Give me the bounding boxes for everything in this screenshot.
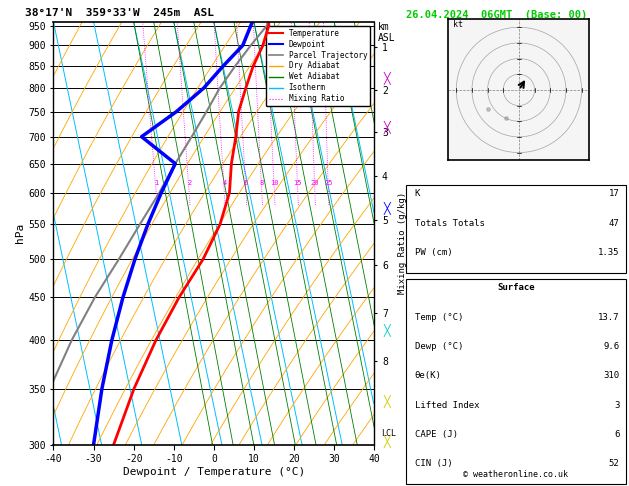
Bar [406,185,626,273]
Text: 25: 25 [324,180,333,186]
Bar [406,279,626,485]
Text: 1: 1 [154,180,159,186]
Text: θe(K): θe(K) [415,371,442,381]
Text: CAPE (J): CAPE (J) [415,430,457,439]
Text: kt: kt [453,20,463,29]
Text: ╳: ╳ [384,434,390,447]
Text: 9.6: 9.6 [603,342,619,351]
Text: km
ASL: km ASL [377,22,395,43]
Y-axis label: hPa: hPa [16,223,25,243]
Text: 26.04.2024  06GMT  (Base: 00): 26.04.2024 06GMT (Base: 00) [406,10,587,19]
Text: 10: 10 [270,180,279,186]
Text: 1.35: 1.35 [598,248,619,257]
Text: K: K [415,190,420,198]
Text: 2: 2 [187,180,191,186]
Text: CIN (J): CIN (J) [415,459,452,469]
Text: ╳: ╳ [384,324,390,336]
Legend: Temperature, Dewpoint, Parcel Trajectory, Dry Adiabat, Wet Adiabat, Isotherm, Mi: Temperature, Dewpoint, Parcel Trajectory… [266,26,370,106]
Text: © weatheronline.co.uk: © weatheronline.co.uk [464,470,568,479]
Text: LCL: LCL [381,429,396,438]
Text: 20: 20 [311,180,319,186]
Text: 3: 3 [614,401,619,410]
Text: 4: 4 [222,180,226,186]
Text: ╳: ╳ [384,120,390,133]
Text: 52: 52 [608,459,619,469]
Text: 47: 47 [608,219,619,228]
Text: ╳: ╳ [384,201,390,214]
Text: Mixing Ratio (g/kg): Mixing Ratio (g/kg) [398,192,407,294]
Text: Temp (°C): Temp (°C) [415,312,463,322]
Text: 13.7: 13.7 [598,312,619,322]
Text: Lifted Index: Lifted Index [415,401,479,410]
Text: 15: 15 [294,180,302,186]
Text: 8: 8 [260,180,264,186]
Text: 6: 6 [244,180,248,186]
Text: 38°17'N  359°33'W  245m  ASL: 38°17'N 359°33'W 245m ASL [25,8,214,18]
Text: Surface: Surface [497,283,535,292]
Text: PW (cm): PW (cm) [415,248,452,257]
Text: Dewp (°C): Dewp (°C) [415,342,463,351]
Text: Totals Totals: Totals Totals [415,219,484,228]
Text: 6: 6 [614,430,619,439]
Text: ╳: ╳ [384,71,390,85]
Text: 310: 310 [603,371,619,381]
Text: 17: 17 [608,190,619,198]
X-axis label: Dewpoint / Temperature (°C): Dewpoint / Temperature (°C) [123,467,305,477]
Text: ╳: ╳ [384,394,390,407]
